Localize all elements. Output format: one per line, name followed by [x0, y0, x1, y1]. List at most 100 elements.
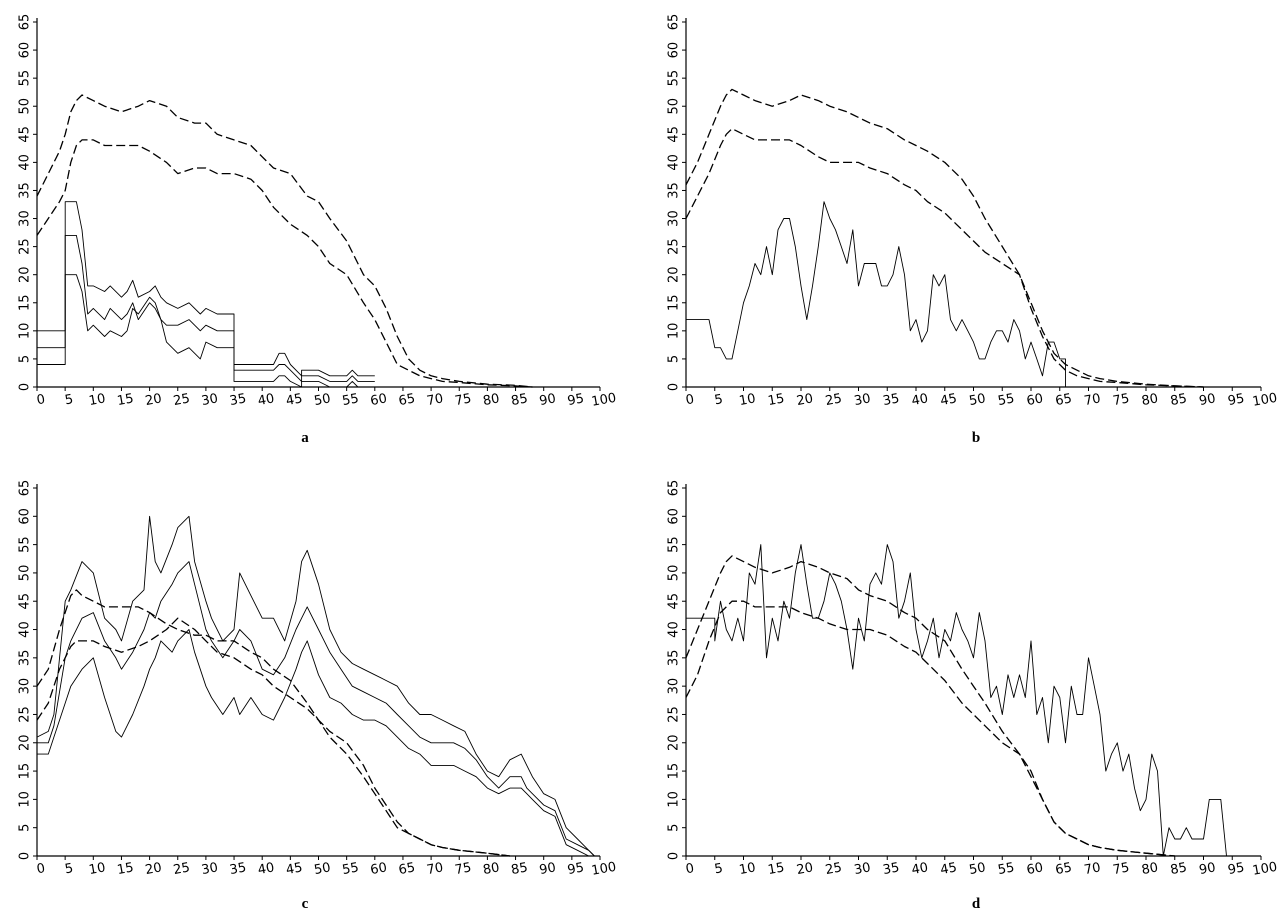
y-tick-label: 10 — [18, 791, 33, 808]
x-tick-label: 0 — [685, 861, 696, 877]
y-tick: 0 — [18, 852, 37, 860]
panel-label: b — [972, 430, 980, 446]
y-tick: 65 — [18, 480, 37, 496]
y-tick-label: 30 — [667, 678, 682, 695]
y-tick-label: 35 — [667, 182, 682, 199]
y-tick-label: 35 — [18, 650, 33, 667]
x-tick: 100 — [590, 856, 617, 879]
x-tick-label: 80 — [482, 860, 501, 878]
x-tick-label: 15 — [767, 860, 786, 878]
x-tick: 25 — [172, 856, 191, 878]
x-tick-label: 35 — [882, 391, 901, 409]
x-tick: 0 — [685, 856, 696, 877]
x-tick-label: 50 — [313, 391, 332, 409]
y-tick: 45 — [667, 593, 686, 610]
y-tick: 25 — [18, 706, 37, 723]
x-tick-label: 60 — [1025, 391, 1044, 409]
dashed-series-line-2 — [685, 128, 1204, 388]
y-tick-label: 25 — [667, 706, 682, 723]
y-tick-label: 5 — [18, 824, 33, 832]
x-tick: 65 — [1054, 387, 1073, 409]
y-tick: 65 — [18, 14, 37, 30]
chart-panel-b: 0 5 10 15 20 25 30 35 40 45 50 55 60 65 70 75 80 85 90 95 10… — [641, 0, 1283, 458]
x-tick: 65 — [1054, 856, 1073, 878]
x-tick-label: 70 — [1083, 860, 1102, 878]
x-tick-label: 55 — [997, 860, 1016, 878]
y-tick-label: 15 — [18, 294, 33, 311]
x-tick: 40 — [257, 856, 276, 878]
x-tick: 30 — [853, 856, 872, 878]
x-tick-label: 85 — [1169, 391, 1188, 409]
y-tick-label: 60 — [18, 42, 33, 59]
x-tick: 10 — [88, 856, 107, 878]
x-tick-label: 15 — [116, 391, 135, 409]
x-tick: 40 — [910, 387, 929, 409]
y-tick: 15 — [667, 294, 686, 311]
x-tick-label: 65 — [1054, 391, 1073, 409]
x-tick: 0 — [685, 387, 695, 408]
x-tick-label: 90 — [538, 860, 557, 878]
y-tick: 55 — [18, 70, 37, 86]
y-tick: 40 — [667, 154, 686, 171]
x-tick-label: 35 — [882, 860, 901, 878]
y-tick: 55 — [667, 536, 686, 553]
y-tick: 20 — [18, 734, 37, 751]
x-tick: 100 — [1251, 387, 1278, 410]
y-tick: 10 — [18, 323, 37, 340]
dashed-series-line-2 — [36, 617, 510, 857]
y-tick: 45 — [18, 593, 37, 610]
x-tick-label: 70 — [426, 391, 445, 409]
x-tick-label: 90 — [1198, 860, 1217, 878]
x-tick: 20 — [795, 856, 814, 878]
y-tick: 35 — [667, 650, 686, 666]
x-tick: 75 — [1112, 856, 1131, 878]
x-tick: 95 — [566, 387, 585, 409]
x-tick: 40 — [910, 856, 929, 878]
y-tick: 10 — [667, 791, 686, 808]
y-tick-label: 50 — [667, 98, 682, 115]
x-tick: 35 — [229, 387, 247, 409]
dashed-series-line-1 — [36, 589, 510, 857]
y-tick-label: 0 — [667, 383, 682, 391]
x-tick: 50 — [968, 856, 987, 878]
x-tick-label: 85 — [1169, 860, 1188, 878]
y-tick: 20 — [667, 734, 686, 751]
x-tick: 100 — [1251, 856, 1278, 879]
x-tick: 65 — [397, 856, 416, 878]
chart-panel-d: 0 5 10 15 20 25 30 35 40 45 50 55 60 65 70 75 80 85 90 95 10… — [641, 458, 1283, 916]
x-tick: 5 — [713, 856, 724, 877]
x-tick-label: 75 — [1112, 860, 1131, 878]
x-tick-label: 65 — [1054, 860, 1073, 878]
x-tick: 90 — [538, 856, 557, 878]
x-tick: 15 — [767, 856, 786, 878]
x-tick: 20 — [144, 856, 163, 878]
x-tick: 70 — [1083, 387, 1102, 409]
y-tick: 50 — [667, 98, 686, 115]
x-tick-label: 15 — [767, 391, 786, 409]
y-tick-label: 15 — [667, 294, 682, 311]
x-tick: 80 — [482, 387, 501, 409]
y-tick-label: 10 — [667, 323, 682, 340]
y-tick-label: 40 — [18, 621, 33, 638]
dashed-series-line-2 — [685, 600, 1175, 857]
x-tick: 5 — [713, 387, 724, 408]
solid-series-line-4 — [37, 561, 595, 857]
y-tick: 65 — [667, 480, 686, 496]
y-tick: 40 — [18, 621, 37, 638]
x-tick-label: 25 — [172, 391, 191, 409]
y-tick-label: 10 — [18, 323, 33, 340]
x-tick: 60 — [369, 387, 388, 409]
y-tick: 60 — [18, 508, 37, 525]
panel-label: d — [972, 896, 981, 912]
x-tick: 10 — [88, 387, 107, 409]
x-tick-label: 35 — [229, 860, 248, 878]
x-tick-label: 30 — [853, 391, 872, 409]
y-tick: 5 — [667, 824, 686, 832]
y-tick-label: 20 — [18, 734, 33, 751]
y-tick-label: 30 — [18, 210, 33, 227]
x-tick: 85 — [510, 856, 529, 878]
x-tick: 70 — [426, 856, 444, 878]
x-tick-label: 85 — [510, 860, 529, 878]
y-tick-label: 50 — [18, 565, 33, 582]
x-tick-label: 55 — [341, 391, 360, 409]
